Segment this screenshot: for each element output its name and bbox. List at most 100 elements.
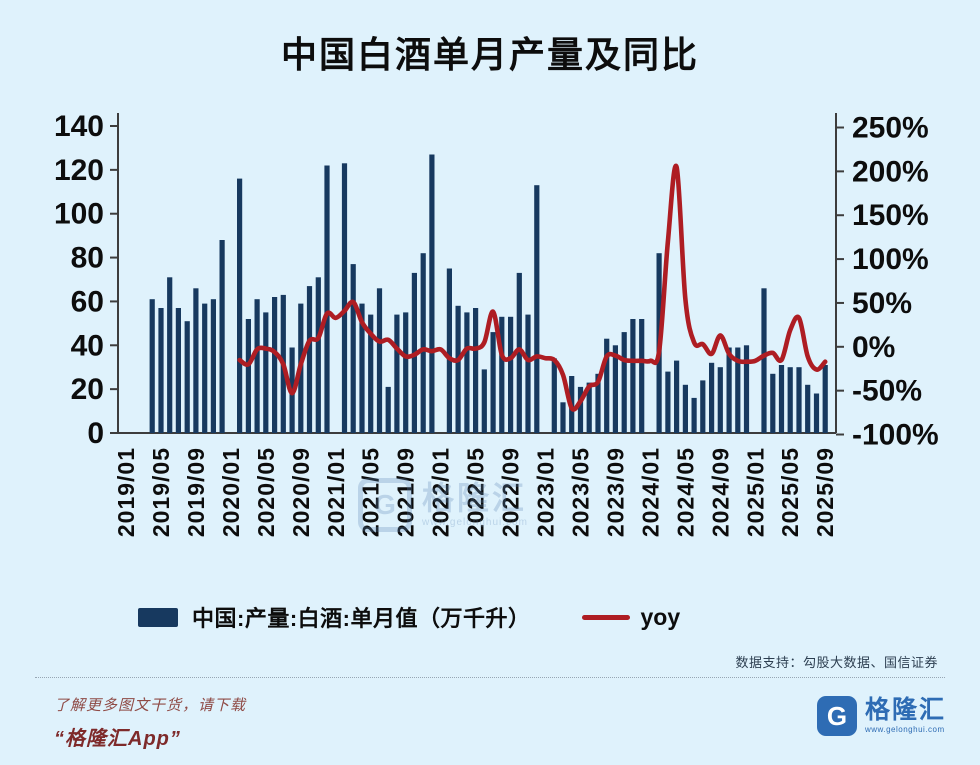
production-bars — [149, 154, 828, 434]
x-axis-tick-label: 2024/05 — [672, 447, 698, 537]
production-bar — [577, 386, 584, 433]
production-bar — [805, 384, 811, 433]
production-bar — [420, 253, 426, 433]
x-axis-tick-label: 2025/01 — [742, 447, 768, 537]
line-series-label: yoy — [640, 603, 681, 630]
x-axis-tick-label: 2025/05 — [777, 447, 803, 537]
promo-block: 了解更多图文干货，请下载 “格隆汇App” — [54, 694, 246, 751]
production-bar — [761, 288, 767, 433]
y2-axis-tick-label: -50% — [852, 375, 922, 408]
promo-text: 了解更多图文干货，请下载 — [54, 697, 247, 714]
y2-axis-tick-label: 50% — [852, 287, 912, 320]
yoy-line — [237, 163, 828, 412]
bar-series-swatch — [138, 607, 178, 627]
production-bar — [560, 402, 566, 433]
production-bar — [464, 312, 470, 433]
production-bar — [534, 185, 540, 433]
x-axis-tick-label: 2022/05 — [463, 447, 489, 537]
x-axis-tick-label: 2021/09 — [393, 447, 419, 537]
promo-app-name[interactable]: “格隆汇App” — [54, 728, 181, 750]
production-bar — [193, 288, 199, 433]
production-bar — [359, 303, 365, 433]
production-bar — [813, 393, 820, 433]
production-bar — [245, 319, 251, 433]
production-bar — [630, 319, 636, 433]
y-axis-tick-label: 20 — [71, 373, 104, 406]
production-bar — [612, 345, 618, 433]
data-source-note: 数据支持：勾股大数据、国信证券 — [735, 655, 938, 670]
y2-axis-tick-label: -100% — [852, 419, 939, 452]
production-bar — [202, 303, 208, 433]
production-bar — [455, 305, 461, 433]
production-bar — [717, 367, 723, 433]
x-axis-tick-label: 2019/09 — [183, 447, 209, 537]
production-bar — [516, 272, 522, 433]
production-bar — [639, 319, 645, 433]
production-bar — [394, 314, 400, 433]
footer-divider — [35, 677, 945, 678]
brand-url-text: www.gelonghui.com — [864, 725, 945, 734]
production-bar — [508, 316, 514, 433]
production-bar — [778, 365, 785, 433]
y-axis-tick-label: 60 — [71, 285, 104, 318]
production-bar — [368, 314, 374, 433]
production-bar — [175, 308, 181, 433]
production-bar — [682, 384, 688, 433]
x-axis-tick-label: 2022/09 — [498, 447, 524, 537]
right-axis-labels: 250% 200% 150% 100% 50% 0% -50% -100% — [852, 112, 939, 452]
x-axis-tick-label: 2023/01 — [533, 447, 559, 537]
x-axis-tick-label: 2023/09 — [602, 447, 628, 537]
x-axis-tick-label: 2019/01 — [113, 447, 139, 537]
production-bar — [490, 332, 496, 433]
production-bar — [700, 380, 706, 433]
x-axis-tick-label: 2024/09 — [707, 447, 733, 537]
y2-axis-tick-label: 200% — [852, 155, 929, 188]
production-bar — [604, 338, 610, 433]
production-bar — [254, 299, 260, 433]
production-bar — [621, 332, 627, 433]
production-bar — [665, 371, 671, 433]
production-bar — [446, 268, 452, 433]
y-axis-tick-label: 140 — [54, 110, 104, 143]
x-axis-tick-label: 2020/09 — [288, 447, 314, 537]
production-bar — [726, 347, 732, 433]
y-axis-tick-label: 80 — [71, 242, 104, 275]
production-bar — [350, 264, 356, 433]
production-bar — [595, 373, 601, 433]
production-bar — [822, 365, 828, 433]
brand-footer: G 格隆汇 www.gelonghui.com — [816, 696, 946, 736]
x-axis-tick-label: 2019/05 — [148, 447, 174, 537]
x-axis-tick-label: 2023/05 — [567, 447, 593, 537]
production-bar — [429, 154, 435, 433]
production-bar — [551, 358, 557, 433]
production-bar — [586, 382, 592, 433]
production-bar — [272, 297, 278, 433]
production-bar — [796, 367, 802, 433]
production-bar — [237, 178, 243, 433]
production-bar — [263, 312, 269, 433]
production-bar — [306, 286, 313, 433]
production-bar — [324, 165, 330, 433]
x-axis-tick-label: 2022/01 — [428, 447, 454, 537]
chart-title: 中国白酒单月产量及同比 — [280, 34, 699, 75]
chart-legend: 中国:产量:白酒:单月值（万千升） yoy — [138, 601, 680, 633]
y2-axis-tick-label: 150% — [852, 199, 929, 232]
x-axis-tick-label: 2021/05 — [358, 447, 384, 537]
y2-axis-tick-label: 0% — [852, 331, 895, 364]
x-axis-tick-label: 2021/01 — [323, 447, 349, 537]
production-bar — [499, 316, 505, 433]
production-bar — [315, 277, 321, 433]
production-bar — [770, 373, 776, 433]
x-axis-tick-label: 2020/01 — [218, 447, 244, 537]
production-bar — [473, 308, 479, 433]
production-bar — [674, 360, 680, 433]
production-bar — [210, 299, 216, 433]
production-bar — [743, 345, 750, 433]
production-bar — [525, 314, 531, 433]
production-bar — [149, 299, 155, 433]
production-bar — [341, 163, 348, 434]
y-axis-tick-label: 0 — [87, 417, 104, 450]
production-bar — [376, 288, 383, 433]
